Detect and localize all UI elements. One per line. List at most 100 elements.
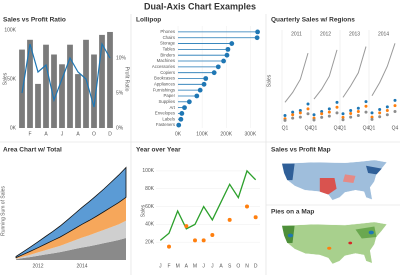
category-label: Storage [160, 41, 176, 46]
y2-axis-label: Profit Ratio [124, 67, 130, 92]
prior-year-dot [245, 204, 249, 209]
x-tick-label: Q1 [369, 125, 376, 131]
x-tick-label: 2014 [76, 263, 87, 269]
lollipop-dot [182, 105, 187, 111]
y-axis-label: Sales [266, 74, 272, 87]
category-label: Accessories [152, 64, 175, 69]
category-label: Bookcases [154, 76, 175, 81]
region-dot [291, 110, 295, 114]
y-tick-label: 0% [116, 125, 124, 131]
y-tick-label: 60K [145, 204, 155, 210]
dashboard-title: Dual-Axis Chart Examples [144, 1, 256, 11]
prior-year-dot [210, 233, 215, 238]
region-dot [335, 105, 339, 109]
y-tick-label: 80K [145, 186, 155, 192]
x-tick-label: D [108, 131, 112, 137]
lollipop-dot [179, 111, 185, 116]
prior-year-dot [253, 215, 258, 220]
area-segment [16, 220, 126, 260]
region-dot [378, 108, 382, 112]
region-dot [341, 112, 345, 116]
x-tick-label: 300K [245, 131, 257, 137]
region-dot [320, 110, 324, 114]
bar [43, 44, 49, 129]
region-dot [327, 107, 331, 111]
x-tick-label: A [44, 131, 48, 137]
bar [27, 39, 33, 128]
region-dot [393, 98, 397, 102]
lollipop-dot [221, 58, 226, 64]
prior-year-dot [201, 238, 206, 243]
prior-year-dot [193, 238, 197, 243]
lollipop-dot [178, 116, 184, 122]
sales-line [371, 43, 396, 97]
region-dot [298, 115, 302, 119]
bar [91, 54, 97, 128]
category-label: Supplies [159, 99, 175, 104]
x-tick-label: A [219, 263, 223, 269]
x-tick-label: Q1 [311, 125, 318, 131]
category-label: Fasteners [156, 122, 175, 127]
panel-title: Year over Year [136, 147, 181, 154]
sales-line [342, 46, 367, 98]
y-tick-label: 100K [4, 27, 16, 33]
region-dot [320, 112, 324, 116]
region-dot [341, 115, 345, 119]
lollipop-dot [215, 64, 221, 70]
bar [59, 64, 65, 128]
region-dot [312, 118, 316, 122]
prior-year-dot [184, 224, 189, 229]
bar [99, 34, 105, 128]
region-dot [385, 113, 389, 117]
region-dot [393, 104, 397, 108]
facet-label: 2012 [320, 31, 331, 37]
y-tick-label: 100K [142, 168, 154, 174]
region-dot [349, 115, 353, 119]
bar [67, 44, 73, 129]
category-label: Paper [164, 93, 176, 98]
panel-title: Quarterly Sales w/ Regions [271, 17, 355, 24]
x-tick-label: N [245, 263, 249, 269]
x-tick-label: J [61, 131, 64, 137]
region-dot [356, 106, 360, 110]
x-tick-label: Q1 [282, 125, 289, 131]
y-tick-label: 0K [10, 125, 17, 131]
region-dot [298, 111, 302, 115]
x-tick-label: J [202, 263, 205, 269]
region-dot [356, 110, 360, 114]
x-tick-label: A [76, 131, 80, 137]
region-dot [327, 114, 331, 118]
category-label: Chairs [163, 35, 175, 40]
x-tick-label: Q1 [340, 125, 347, 131]
area-segment [15, 166, 127, 259]
lollipop-dot [203, 76, 209, 81]
x-tick-label: Q4 [363, 125, 370, 131]
region-dot [364, 104, 368, 108]
x-tick-label: 100K [196, 131, 208, 137]
lollipop-dot [224, 52, 230, 58]
category-label: Machines [157, 58, 175, 63]
region-dot [320, 115, 324, 119]
region-dot [393, 110, 397, 114]
y-axis-label: Sales [2, 72, 8, 85]
category-label: Furnishings [153, 87, 175, 92]
bar [51, 54, 57, 128]
profit-line [21, 42, 111, 108]
region-dot [335, 111, 339, 115]
region-dot [298, 109, 302, 113]
panel-title: Sales vs Profit Map [271, 147, 331, 154]
prior-year-dot [167, 244, 171, 249]
region-dot [306, 102, 310, 106]
region-dot [364, 110, 368, 114]
lollipop-dot [229, 41, 235, 46]
x-tick-label: J [211, 263, 214, 269]
facet-label: 2014 [378, 31, 389, 37]
lollipop-dot [194, 93, 200, 99]
map-pies [281, 221, 388, 265]
bar [107, 31, 113, 128]
prior-year-dot [227, 217, 232, 222]
area-segment [16, 197, 126, 259]
lollipop-dot [225, 46, 231, 52]
x-tick-label: O [236, 263, 240, 269]
lollipop-dot [176, 122, 182, 128]
